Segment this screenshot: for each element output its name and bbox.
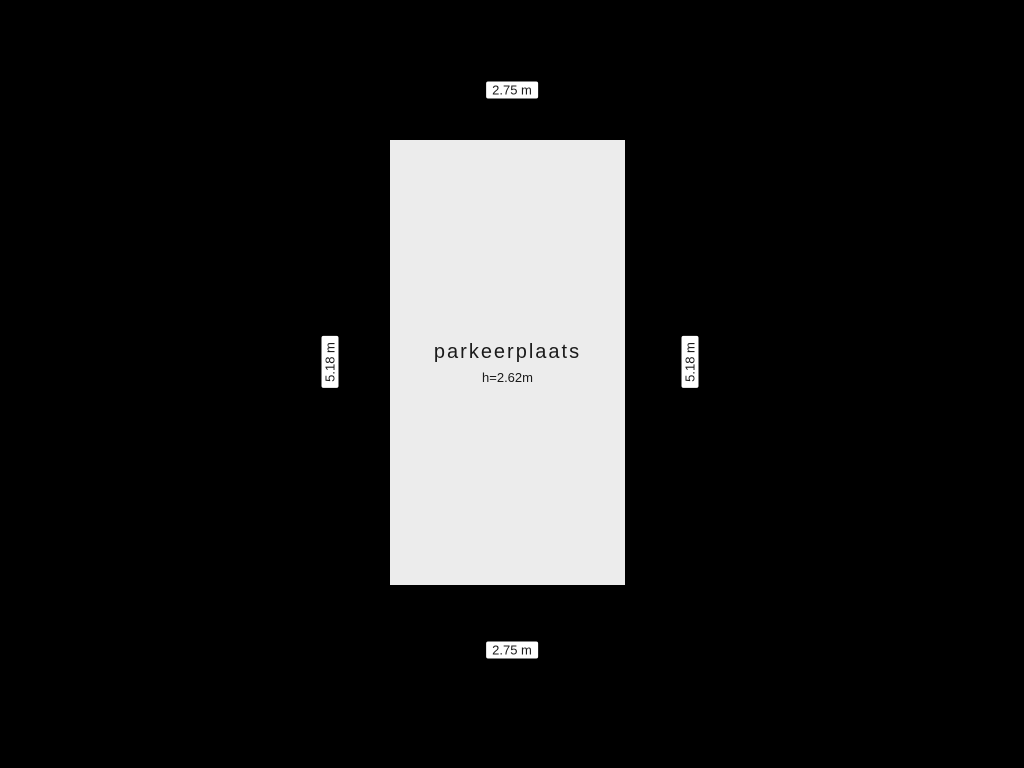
room-box: parkeerplaats h=2.62m bbox=[390, 140, 625, 585]
dimension-left: 5.18 m bbox=[322, 336, 339, 388]
dimension-right: 5.18 m bbox=[682, 336, 699, 388]
dimension-bottom: 2.75 m bbox=[486, 642, 538, 659]
dimension-top: 2.75 m bbox=[486, 82, 538, 99]
floorplan-canvas: parkeerplaats h=2.62m 2.75 m 2.75 m 5.18… bbox=[0, 0, 1024, 768]
room-title: parkeerplaats bbox=[434, 341, 581, 364]
room-height-label: h=2.62m bbox=[482, 370, 533, 385]
